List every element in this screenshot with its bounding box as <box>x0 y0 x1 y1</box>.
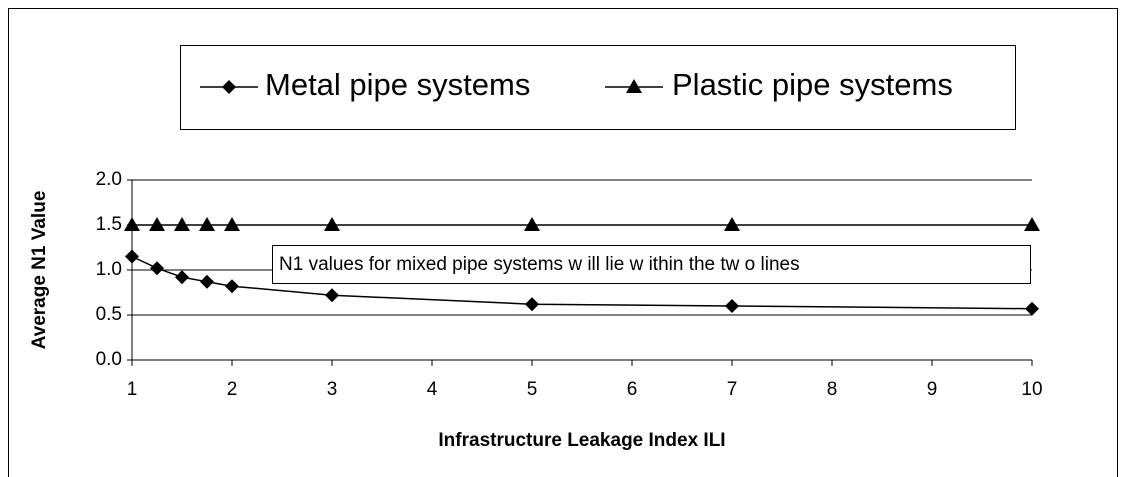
data-point <box>174 217 190 231</box>
x-tick-label: 3 <box>327 379 338 400</box>
data-point <box>524 217 540 231</box>
y-axis-title: Average N1 Value <box>29 191 50 350</box>
data-point <box>149 217 165 231</box>
x-tick-label: 9 <box>927 379 938 400</box>
x-tick-label: 1 <box>127 379 138 400</box>
legend-marker <box>626 79 642 93</box>
x-tick-label: 6 <box>627 379 638 400</box>
legend-box <box>180 45 1016 130</box>
data-point <box>324 217 340 231</box>
x-tick-label: 8 <box>827 379 838 400</box>
data-point <box>725 299 739 313</box>
data-point <box>150 261 164 276</box>
annotation-box <box>272 245 1031 284</box>
data-point <box>124 217 140 231</box>
annotation: N1 values for mixed pipe systems w ill l… <box>279 254 800 275</box>
data-point <box>325 288 339 303</box>
y-tick-label: 1.5 <box>96 214 122 235</box>
data-point <box>525 297 539 312</box>
y-tick-label: 1.0 <box>96 259 122 280</box>
data-point <box>224 217 240 231</box>
x-axis-title: Infrastructure Leakage Index ILI <box>438 430 725 451</box>
legend-label: Metal pipe systems <box>265 67 530 102</box>
data-point <box>1025 301 1039 316</box>
x-tick-label: 2 <box>227 379 238 400</box>
data-point <box>175 270 189 285</box>
legend-label: Plastic pipe systems <box>672 67 953 102</box>
data-point <box>200 274 214 289</box>
legend-marker <box>222 80 236 94</box>
data-point <box>1024 217 1040 231</box>
data-point <box>724 217 740 231</box>
data-point <box>125 249 139 264</box>
x-tick-label: 4 <box>427 379 438 400</box>
x-tick-label: 10 <box>1021 379 1042 400</box>
data-point <box>225 279 239 294</box>
y-tick-label: 2.0 <box>96 169 122 190</box>
x-tick-label: 7 <box>727 379 738 400</box>
x-tick-label: 5 <box>527 379 538 400</box>
y-tick-label: 0.5 <box>96 304 122 325</box>
data-point <box>199 217 215 231</box>
y-tick-label: 0.0 <box>96 349 122 370</box>
chart-border <box>8 8 1118 477</box>
